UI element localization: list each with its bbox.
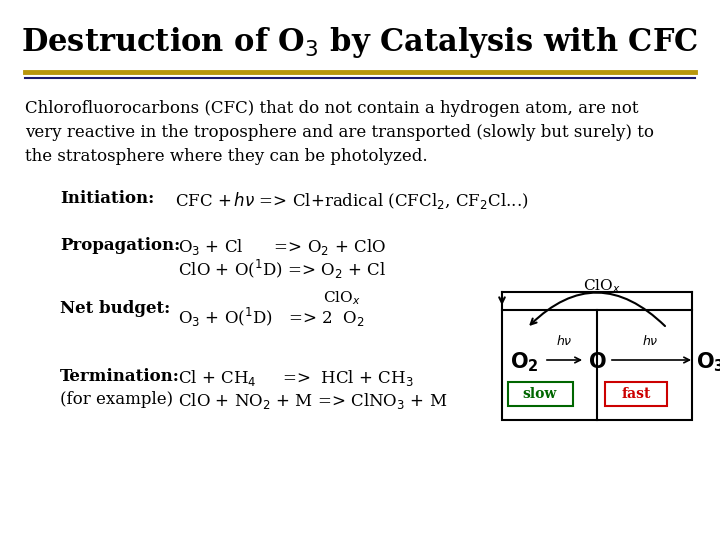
Text: (for example): (for example): [60, 391, 173, 408]
Text: ClO $+$ O($^1$D) => O$_2$ $+$ Cl: ClO $+$ O($^1$D) => O$_2$ $+$ Cl: [178, 258, 387, 281]
Text: Net budget:: Net budget:: [60, 300, 170, 317]
Text: ClO$_x$: ClO$_x$: [583, 278, 621, 295]
Text: Initiation:: Initiation:: [60, 190, 154, 207]
Text: fast: fast: [621, 387, 651, 401]
Text: $\mathbf{O}$: $\mathbf{O}$: [588, 352, 606, 372]
Text: Destruction of O$_3$ by Catalysis with CFC: Destruction of O$_3$ by Catalysis with C…: [22, 24, 698, 59]
Text: Termination:: Termination:: [60, 368, 180, 385]
Text: slow: slow: [523, 387, 557, 401]
Text: ClO $+$ NO$_2$ $+$ M => ClNO$_3$ $+$ M: ClO $+$ NO$_2$ $+$ M => ClNO$_3$ $+$ M: [178, 391, 447, 411]
Text: $h\nu$: $h\nu$: [642, 334, 658, 348]
Text: ClO$_x$: ClO$_x$: [323, 289, 361, 307]
Bar: [502, 310, 692, 420]
Text: $\mathbf{O_2}$: $\mathbf{O_2}$: [510, 350, 539, 374]
Bar: [605, 382, 667, 406]
Text: Chlorofluorocarbons (CFC) that do not contain a hydrogen atom, are not
very reac: Chlorofluorocarbons (CFC) that do not co…: [25, 100, 654, 165]
Text: O$_3$ $+$ Cl      => O$_2$ $+$ ClO: O$_3$ $+$ Cl => O$_2$ $+$ ClO: [178, 237, 386, 257]
Text: CFC $+\,h\nu$ => Cl$+$radical (CFCl$_2$, CF$_2$Cl...): CFC $+\,h\nu$ => Cl$+$radical (CFCl$_2$,…: [175, 190, 528, 211]
Bar: [508, 382, 573, 406]
Text: Propagation:: Propagation:: [60, 237, 180, 254]
Text: Cl $+$ CH$_4$     =>  HCl $+$ CH$_3$: Cl $+$ CH$_4$ => HCl $+$ CH$_3$: [178, 368, 413, 388]
Text: $\mathbf{O_3}$: $\mathbf{O_3}$: [696, 350, 720, 374]
Text: O$_3$ $+$ O($^1$D)   => 2  O$_2$: O$_3$ $+$ O($^1$D) => 2 O$_2$: [178, 306, 364, 329]
Text: $h\nu$: $h\nu$: [556, 334, 572, 348]
